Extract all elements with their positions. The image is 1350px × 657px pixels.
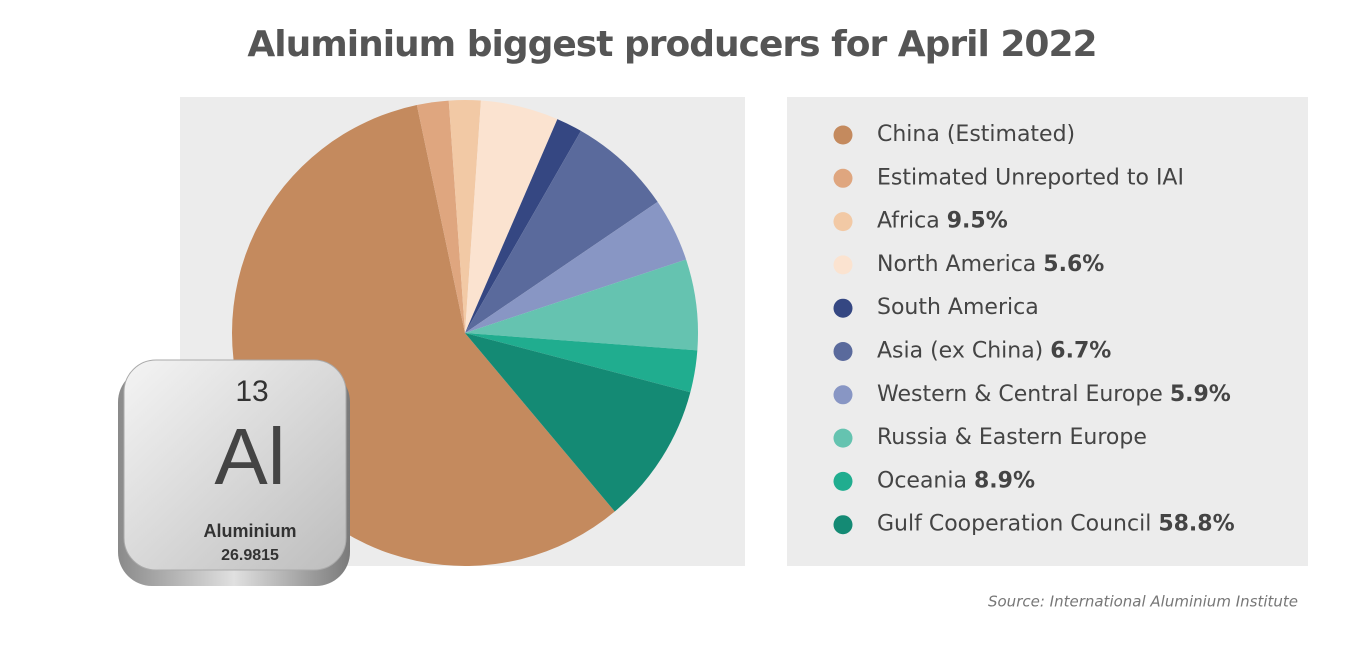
pie-slice <box>416 100 465 334</box>
legend-note: 5.9% <box>1170 382 1231 407</box>
legend-swatch <box>833 342 853 361</box>
pie-slice <box>465 333 691 512</box>
legend-label: Russia & Eastern Europe <box>877 425 1147 450</box>
legend-label: Estimated Unreported to IAI <box>877 165 1184 190</box>
legend-name: South America <box>877 295 1039 320</box>
legend-swatch <box>833 471 853 491</box>
legend-label: North America 5.6% <box>877 252 1104 277</box>
pie-slice <box>465 119 581 333</box>
legend-swatch <box>833 125 853 145</box>
tile-mass: 26.9815 <box>221 547 279 564</box>
legend-note: 9.5% <box>947 209 1008 234</box>
pie-slice <box>448 100 481 333</box>
tile-symbol: Al <box>214 412 285 501</box>
pie-slice <box>465 259 699 351</box>
legend-label: Asia (ex China) 6.7% <box>877 339 1111 364</box>
pie-slice <box>465 100 558 334</box>
pie-slice <box>465 201 687 333</box>
legend-note: 6.7% <box>1050 339 1111 364</box>
tile-number: 13 <box>235 375 268 408</box>
legend-label: China (Estimated) <box>877 122 1075 147</box>
legend: China (Estimated) Estimated Unreported to… <box>833 122 1235 537</box>
legend-panel <box>787 97 1308 566</box>
pie-slice <box>465 130 658 333</box>
legend-name: Estimated Unreported to IAI <box>877 165 1184 190</box>
legend-note: 8.9% <box>974 468 1035 493</box>
tile-face <box>123 359 347 571</box>
legend-swatch <box>833 255 853 275</box>
legend-label: Western & Central Europe 5.9% <box>877 382 1231 407</box>
legend-label: South America <box>877 295 1039 320</box>
legend-swatch <box>833 515 853 535</box>
legend-label: Africa 9.5% <box>877 209 1008 234</box>
element-tile: 13 Al Aluminium 26.9815 <box>118 359 350 586</box>
pie-slice <box>465 333 698 393</box>
source: Source: International Aluminium Institut… <box>988 593 1298 611</box>
legend-name: Gulf Cooperation Council <box>877 512 1151 537</box>
legend-note: 58.8% <box>1158 512 1234 537</box>
legend-name: Oceania <box>877 468 967 493</box>
legend-label: Oceania 8.9% <box>877 468 1035 493</box>
legend-swatch <box>833 168 853 188</box>
legend-name: Asia (ex China) <box>877 339 1043 364</box>
legend-swatch <box>833 298 853 318</box>
legend-swatch <box>833 385 853 405</box>
legend-name: China (Estimated) <box>877 122 1075 147</box>
legend-name: North America <box>877 252 1036 277</box>
legend-name: Russia & Eastern Europe <box>877 425 1147 450</box>
pie <box>231 100 699 566</box>
legend-note: 5.6% <box>1043 252 1104 277</box>
tile-name: Aluminium <box>204 521 297 541</box>
legend-swatch <box>833 428 853 448</box>
legend-swatch <box>833 212 853 232</box>
legend-name: Africa <box>877 209 940 234</box>
legend-name: Western & Central Europe <box>877 382 1163 407</box>
legend-label: Gulf Cooperation Council 58.8% <box>877 512 1235 537</box>
chart-title: Aluminium biggest producers for April 20… <box>247 24 1096 65</box>
